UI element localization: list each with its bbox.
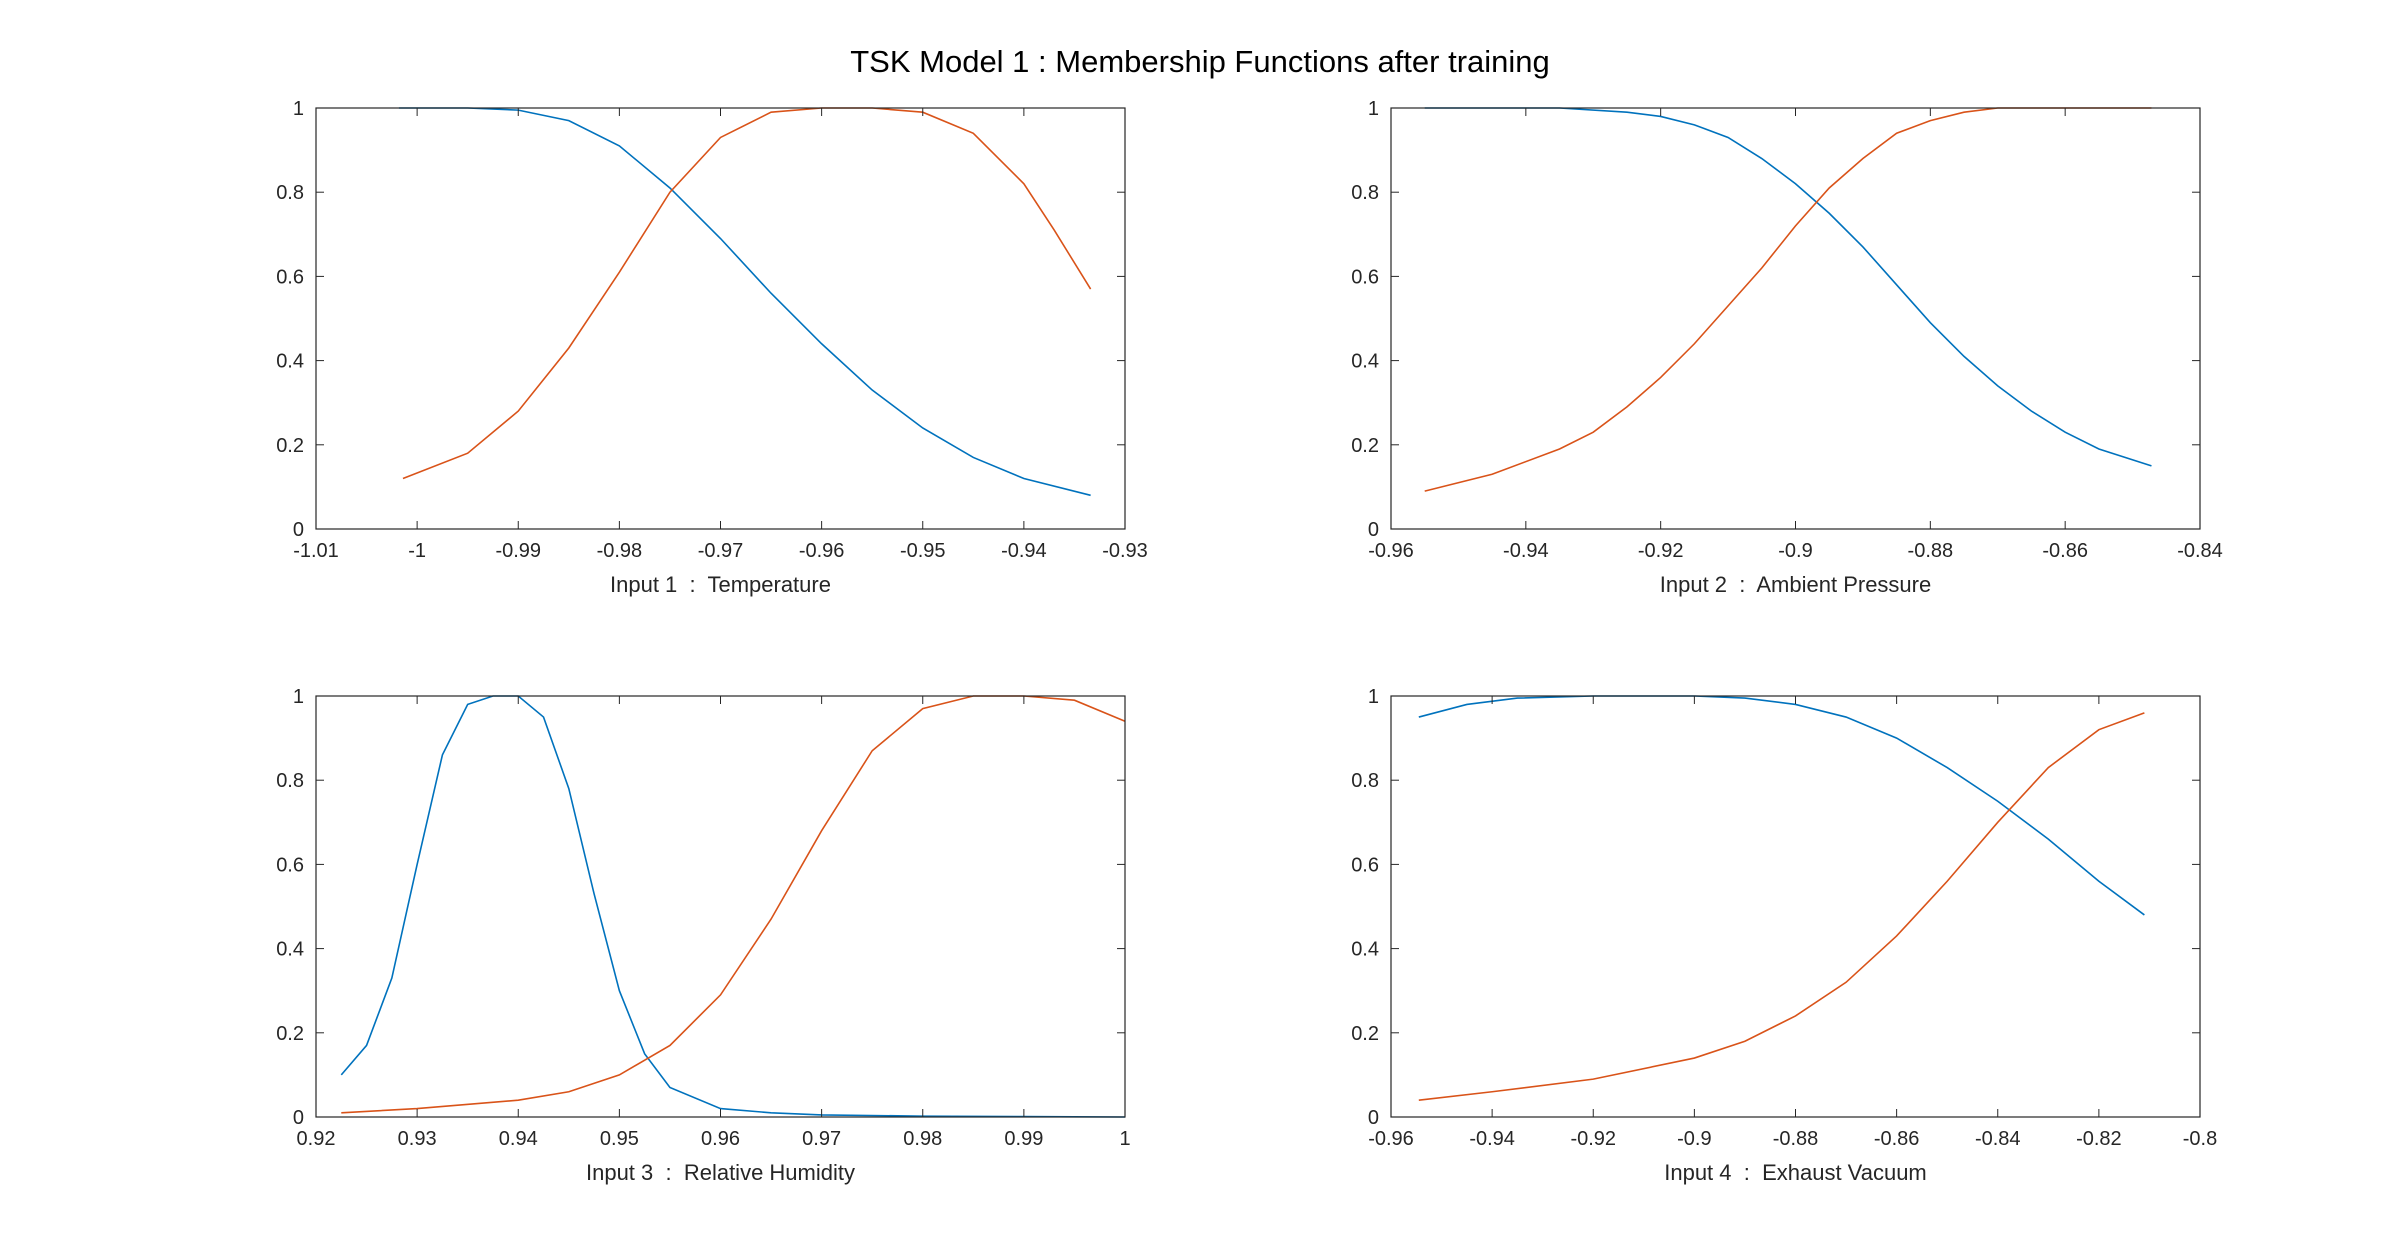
x-tick-label: 0.97 <box>802 1128 841 1150</box>
y-tick-label: 0.6 <box>1351 266 1379 288</box>
x-tick-label: 1 <box>1119 1128 1130 1150</box>
series-line-2 <box>1424 107 2152 492</box>
y-tick-label: 0.8 <box>1351 770 1379 792</box>
x-tick-label: -0.94 <box>1503 540 1549 562</box>
x-tick-label: -0.99 <box>495 540 541 562</box>
x-tick-label: 0.93 <box>398 1128 437 1150</box>
y-tick-label: 0.4 <box>1351 351 1379 373</box>
series-line-2 <box>402 107 1092 480</box>
y-tick-label: 0 <box>293 1107 304 1129</box>
x-tick-label: 0.98 <box>903 1128 942 1150</box>
axes-box <box>315 695 1126 1118</box>
x-tick-label: 0.94 <box>499 1128 538 1150</box>
y-tick-label: 0.8 <box>276 770 304 792</box>
subplot-4: -0.96 -0.94 -0.92 -0.9 -0.88 -0.86 -0.84 -0.82 -… <box>1351 686 2217 1185</box>
x-tick-label: -0.9 <box>1677 1128 1711 1150</box>
y-tick-label: 0 <box>1368 1107 1379 1129</box>
x-tick-label: -0.93 <box>1102 540 1148 562</box>
x-tick-label: 0.92 <box>297 1128 336 1150</box>
x-tick-label: -0.8 <box>2183 1128 2217 1150</box>
series-line-1 <box>1418 695 2145 916</box>
y-tick-label: 0.4 <box>276 351 304 373</box>
y-tick-label: 0 <box>1368 519 1379 541</box>
y-tick-label: 0.2 <box>1351 435 1379 457</box>
y-tick-label: 1 <box>293 98 304 120</box>
x-axis-label: Input 3 : Relative Humidity <box>586 1160 855 1185</box>
y-tick-label: 0.2 <box>276 435 304 457</box>
x-tick-label: -0.88 <box>1773 1128 1819 1150</box>
x-tick-label: -0.96 <box>1368 1128 1414 1150</box>
x-tick-label: -0.82 <box>2076 1128 2122 1150</box>
y-tick-label: 0.2 <box>1351 1023 1379 1045</box>
y-tick-label: 1 <box>1368 98 1379 120</box>
x-tick-label: -0.92 <box>1638 540 1684 562</box>
x-tick-label: -0.88 <box>1908 540 1954 562</box>
x-tick-label: -1 <box>408 540 426 562</box>
x-tick-label: -0.86 <box>1874 1128 1920 1150</box>
y-tick-label: 0.4 <box>276 939 304 961</box>
x-tick-label: -0.84 <box>2177 540 2223 562</box>
subplot-3: 0.92 0.93 0.94 0.95 0.96 0.97 0.98 0.99 1 0 0.2 0.4… <box>276 686 1130 1185</box>
x-tick-label: -0.95 <box>900 540 946 562</box>
x-tick-label: 0.95 <box>600 1128 639 1150</box>
x-tick-label: -0.9 <box>1778 540 1812 562</box>
x-axis-label: Input 2 : Ambient Pressure <box>1660 572 1931 597</box>
x-tick-label: 0.99 <box>1004 1128 1043 1150</box>
y-tick-label: 1 <box>293 686 304 708</box>
y-tick-label: 0.6 <box>276 266 304 288</box>
x-tick-label: -0.97 <box>698 540 744 562</box>
y-tick-label: 0.6 <box>276 854 304 876</box>
x-tick-label: -1.01 <box>293 540 339 562</box>
subplot-2: -0.96 -0.94 -0.92 -0.9 -0.88 -0.86 -0.84 0 0.2 0.… <box>1351 98 2223 597</box>
x-tick-label: -0.86 <box>2042 540 2088 562</box>
series-line-1 <box>1424 107 2152 467</box>
x-tick-label: -0.96 <box>1368 540 1414 562</box>
series-line-2 <box>341 695 1126 1114</box>
y-tick-label: 0.8 <box>1351 182 1379 204</box>
series-line-1 <box>340 695 1126 1118</box>
x-tick-label: -0.98 <box>597 540 643 562</box>
figure-title: TSK Model 1 : Membership Functions after… <box>850 44 1550 79</box>
series-line-2 <box>1418 712 2145 1101</box>
subplot-1: -1.01 -1 -0.99 -0.98 -0.97 -0.96 -0.95 -0.94 -0.… <box>276 98 1148 597</box>
y-tick-label: 0.4 <box>1351 939 1379 961</box>
y-tick-label: 0 <box>293 519 304 541</box>
x-tick-label: -0.94 <box>1469 1128 1515 1150</box>
y-tick-label: 0.6 <box>1351 854 1379 876</box>
x-tick-label: -0.96 <box>799 540 845 562</box>
series-line-1 <box>398 107 1091 497</box>
axes-box <box>1390 695 2201 1118</box>
x-tick-label: -0.92 <box>1570 1128 1616 1150</box>
y-tick-label: 0.2 <box>276 1023 304 1045</box>
y-tick-label: 1 <box>1368 686 1379 708</box>
x-tick-label: -0.94 <box>1001 540 1047 562</box>
x-axis-label: Input 4 : Exhaust Vacuum <box>1664 1160 1927 1185</box>
x-axis-label: Input 1 : Temperature <box>610 572 831 597</box>
y-tick-label: 0.8 <box>276 182 304 204</box>
x-tick-label: -0.84 <box>1975 1128 2021 1150</box>
x-tick-label: 0.96 <box>701 1128 740 1150</box>
